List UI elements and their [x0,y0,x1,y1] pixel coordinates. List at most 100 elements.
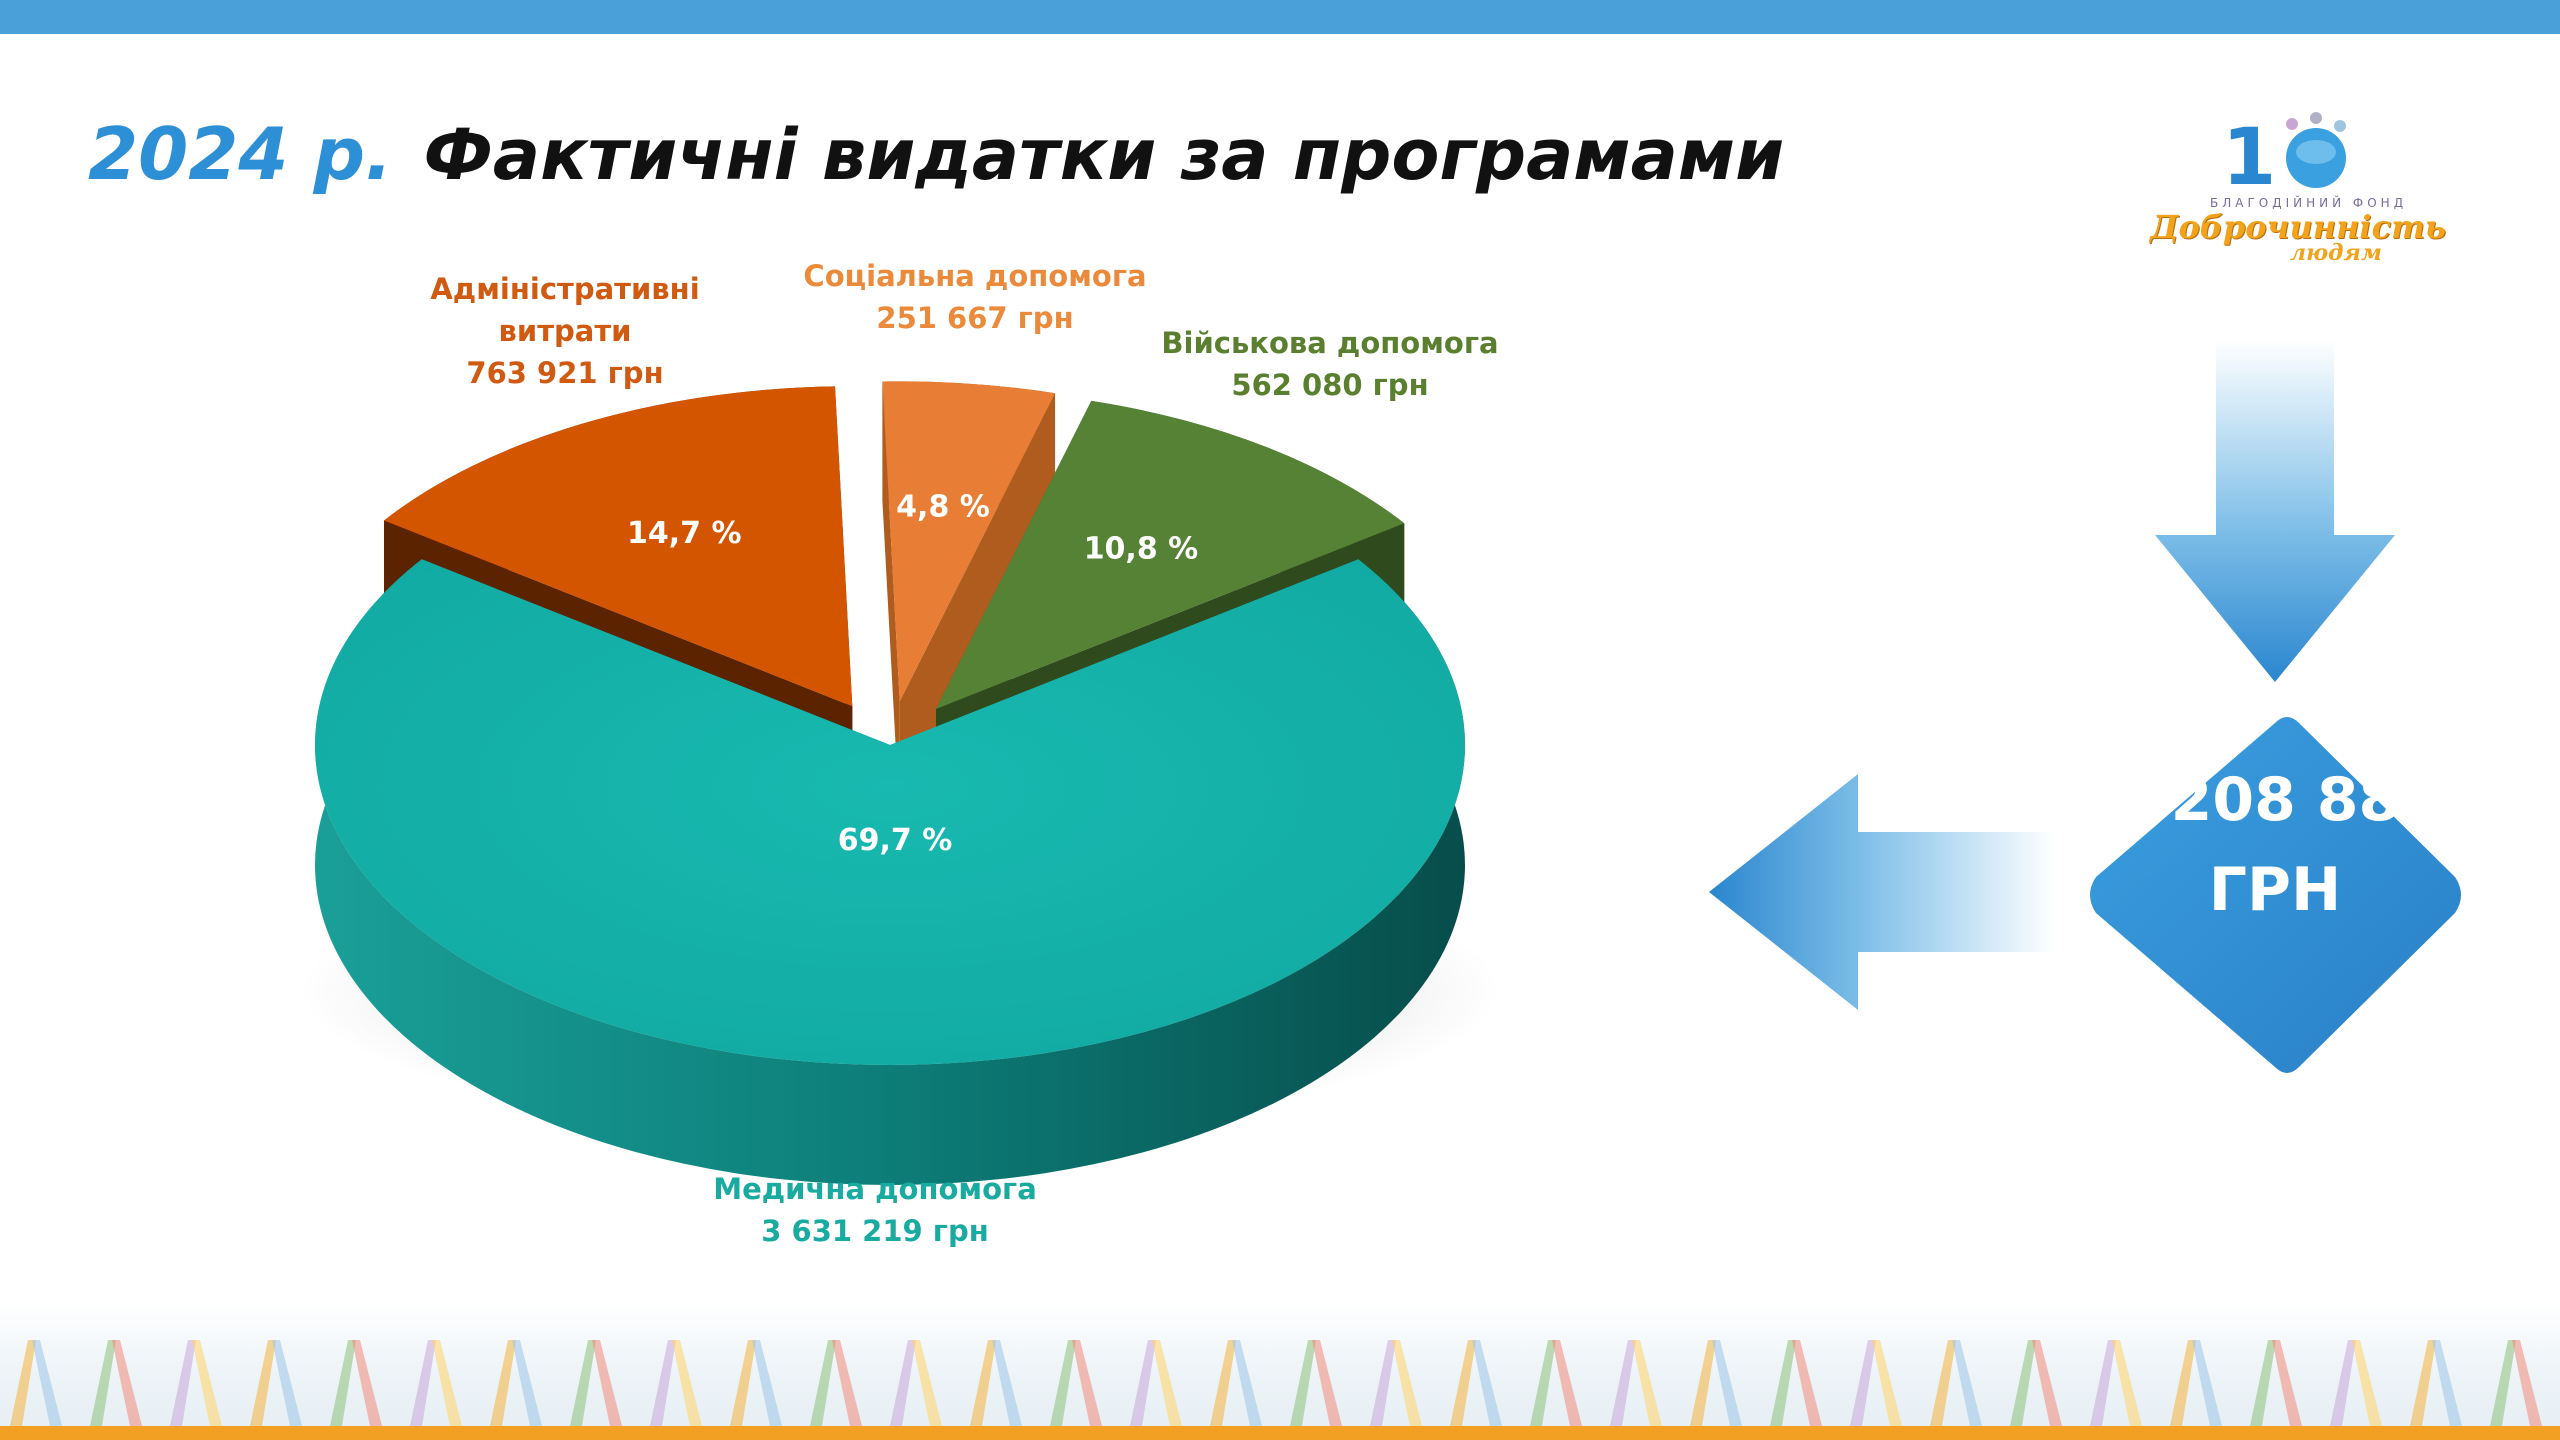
band-stroke [272,1340,302,1426]
band-stroke [170,1340,196,1426]
band-stroke [1610,1340,1636,1426]
pie-slice-2 [882,381,1056,702]
pie-chart: 69,7 % 14,7 % 4,8 % 10,8 % [300,381,1500,1185]
logo-ten-icon: 1 [2222,112,2346,198]
band-stroke [1792,1340,1822,1426]
band-stroke [2272,1340,2302,1426]
band-stroke [10,1340,36,1426]
band-stroke [112,1340,142,1426]
band-stroke [1770,1340,1796,1426]
label-military-amount: 562 080 грн [1231,368,1429,402]
band-stroke [912,1340,942,1426]
pie-slice-3 [935,400,1405,709]
label-medical-amount: 3 631 219 грн [761,1214,989,1248]
logo-subtitle: БЛАГОДІЙНИЙ ФОНД [2210,196,2408,210]
band-stroke [570,1340,596,1426]
band-stroke [1130,1340,1156,1426]
pie-label-0: 69,7 % [838,823,953,858]
label-admin-name-1: Адміністративні [430,272,700,306]
band-stroke [432,1340,462,1426]
pie-label-3: 10,8 % [1084,532,1199,567]
band-stroke [1552,1340,1582,1426]
band-stroke [2432,1340,2462,1426]
band-stroke [490,1340,516,1426]
band-stroke [330,1340,356,1426]
band-stroke [1450,1340,1476,1426]
band-stroke [1632,1340,1662,1426]
band-stroke [970,1340,996,1426]
arrow-down-icon [2155,340,2395,682]
band-stroke [810,1340,836,1426]
label-military: Військова допомога 562 080 грн [1130,322,1530,406]
label-social-name: Соціальна допомога [803,259,1147,293]
band-stroke [1952,1340,1982,1426]
label-social-amount: 251 667 грн [876,301,1074,335]
band-stroke [2112,1340,2142,1426]
band-stroke [250,1340,276,1426]
band-stroke [672,1340,702,1426]
label-admin-amount: 763 921 грн [466,356,664,390]
band-stroke [2250,1340,2276,1426]
pie-slice-0 [314,559,1465,1065]
band-stroke [592,1340,622,1426]
band-stroke [730,1340,756,1426]
band-stroke [1930,1340,1956,1426]
band-stroke [2352,1340,2382,1426]
band-stroke [1872,1340,1902,1426]
label-social: Соціальна допомога 251 667 грн [790,255,1160,339]
total-amount: 5 208 887 ГРН [2095,755,2455,1035]
label-medical-name: Медична допомога [713,1172,1037,1206]
logo-number: 1 [2222,113,2276,198]
band-stroke [890,1340,916,1426]
pie-slice-1 [384,386,853,707]
band-stroke [1232,1340,1262,1426]
band-stroke [1290,1340,1316,1426]
arrow-left-icon [1709,774,2055,1010]
band-stroke [1210,1340,1236,1426]
band-stroke [2410,1340,2436,1426]
band-stroke [32,1340,62,1426]
band-stroke [1690,1340,1716,1426]
page-title: 2024 р. Фактичні видатки за програмами [88,112,1784,196]
foundation-logo: 1 БЛАГОДІЙНИЙ ФОНД Доброчинність людям [2140,100,2446,270]
band-stroke [1072,1340,1102,1426]
band-stroke [1152,1340,1182,1426]
band-stroke [512,1340,542,1426]
band-stroke [992,1340,1022,1426]
label-military-name: Військова допомога [1161,326,1499,360]
band-stroke [90,1340,116,1426]
band-stroke [1370,1340,1396,1426]
pie-label-2: 4,8 % [896,489,990,524]
logo-brand-2: людям [2290,240,2382,266]
label-admin: Адміністративні витрати 763 921 грн [400,268,730,394]
band-stroke [1850,1340,1876,1426]
band-stroke [832,1340,862,1426]
decorative-band [0,1300,2560,1440]
total-value: 5 208 887 [2107,765,2442,835]
label-admin-name-2: витрати [498,314,632,348]
total-diamond [2090,717,2461,1073]
top-bar [0,0,2560,34]
band-stroke [2010,1340,2036,1426]
logo-brand: Доброчинність [2150,208,2447,246]
band-stroke [1050,1340,1076,1426]
band-stroke [752,1340,782,1426]
band-stroke [1392,1340,1422,1426]
band-stroke [2192,1340,2222,1426]
label-medical: Медична допомога 3 631 219 грн [690,1168,1060,1252]
pie-label-1: 14,7 % [627,516,742,551]
pie-slice-rim [314,559,1465,1185]
band-stroke [650,1340,676,1426]
band-stroke [2170,1340,2196,1426]
band-stroke [1472,1340,1502,1426]
band-stroke [192,1340,222,1426]
band-stroke [1312,1340,1342,1426]
band-stroke [1712,1340,1742,1426]
band-stroke [2090,1340,2116,1426]
total-currency: ГРН [2208,855,2342,925]
band-stroke [1530,1340,1556,1426]
title-text: Фактичні видатки за програмами [423,114,1785,196]
band-stroke [2032,1340,2062,1426]
band-stroke [352,1340,382,1426]
band-stroke [2512,1340,2542,1426]
